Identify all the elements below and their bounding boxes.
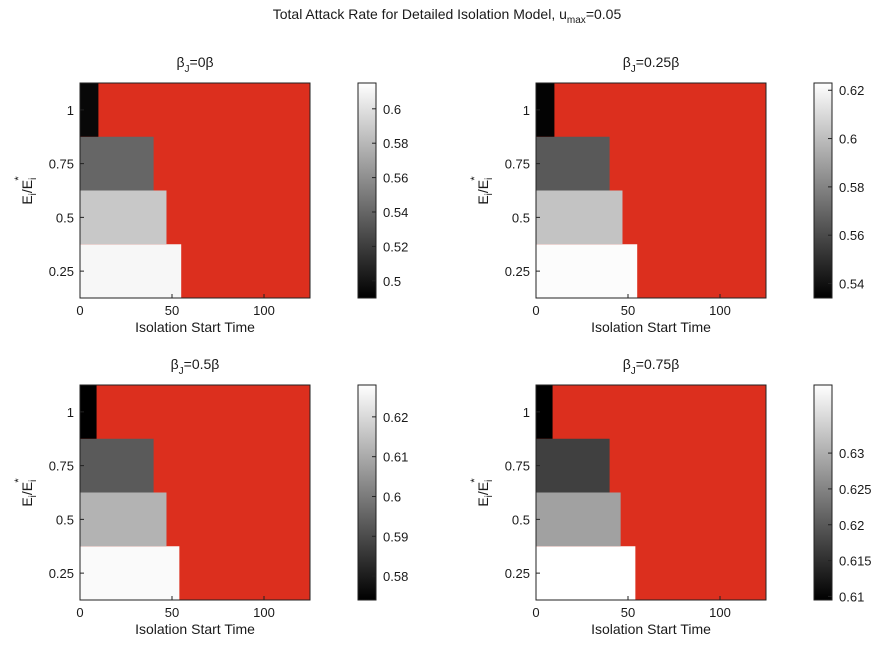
colorbar-tick-label: 0.615 — [839, 554, 872, 569]
colorbar-tick-label: 0.6 — [383, 489, 401, 504]
y-tick-label: 1 — [67, 103, 74, 118]
axes-frame — [535, 384, 767, 601]
heatmap-cell-0_75 — [536, 136, 610, 191]
colorbar-tick-label: 0.58 — [383, 569, 408, 584]
x-tick-label: 100 — [709, 303, 731, 318]
heatmap-cell-0_25 — [536, 244, 638, 298]
heatmap-cell-1 — [536, 83, 555, 137]
axes-frame — [535, 82, 767, 299]
y-tick-label: 0.5 — [56, 210, 74, 225]
y-tick-label: 0.75 — [505, 459, 530, 474]
figure-title: Total Attack Rate for Detailed Isolation… — [0, 6, 894, 26]
x-axis-label: Isolation Start Time — [591, 319, 711, 335]
chart-panel-4: 0 50 100 0.25 0.5 0.75 1 βJ=0.75β Isolation Star… — [469, 356, 872, 637]
colorbar-tick-label: 0.52 — [383, 239, 408, 254]
y-axis-label: Ei/Ei* — [13, 478, 39, 507]
colorbar — [813, 384, 833, 601]
y-tick-label: 0.75 — [49, 459, 74, 474]
x-tick-label: 50 — [165, 605, 179, 620]
figure-title-tail: =0.05 — [585, 6, 622, 22]
y-tick-label: 0.25 — [505, 566, 530, 581]
colorbar-tick-label: 0.54 — [383, 205, 408, 220]
colorbar — [813, 82, 833, 299]
heatmap-cell-0_5 — [80, 190, 167, 245]
colorbar-tick-label: 0.61 — [839, 589, 864, 604]
y-tick-label: 0.75 — [49, 157, 74, 172]
panel-title: βJ=0.5β — [171, 356, 220, 377]
colorbar-tick-label: 0.58 — [383, 136, 408, 151]
colorbar-tick-label: 0.5 — [383, 274, 401, 289]
colorbar-tick-label: 0.56 — [383, 171, 408, 186]
panel-title: βJ=0.25β — [623, 54, 680, 75]
colorbar-tick-label: 0.58 — [839, 180, 864, 195]
panel-title: βJ=0.75β — [623, 356, 680, 377]
heatmap-cell-0_5 — [536, 492, 621, 547]
y-tick-label: 0.25 — [49, 264, 74, 279]
chart-panel-2: 0 50 100 0.25 0.5 0.75 1 βJ=0.25β Isolation Star… — [469, 54, 864, 335]
x-tick-label: 0 — [532, 605, 539, 620]
heatmap-cell-1 — [80, 385, 97, 439]
x-tick-label: 0 — [532, 303, 539, 318]
y-tick-label: 0.25 — [49, 566, 74, 581]
y-axis-label: Ei/Ei* — [469, 478, 495, 507]
x-tick-label: 0 — [76, 303, 83, 318]
figure-title-main: Total Attack Rate for Detailed Isolation… — [272, 6, 567, 22]
y-tick-label: 1 — [523, 405, 530, 420]
heatmap-cell-0_75 — [536, 438, 610, 493]
colorbar-tick-label: 0.56 — [839, 228, 864, 243]
y-axis-label: Ei/Ei* — [469, 176, 495, 205]
colorbar-tick-label: 0.61 — [383, 450, 408, 465]
heatmap-cell-0_25 — [80, 546, 180, 600]
x-tick-label: 100 — [253, 605, 275, 620]
axes-frame — [79, 82, 311, 299]
colorbar-tick-label: 0.54 — [839, 277, 864, 292]
y-axis-label: Ei/Ei* — [13, 176, 39, 205]
heatmap-cell-1 — [80, 83, 99, 137]
colorbar — [357, 384, 377, 601]
colorbar-tick-label: 0.625 — [839, 482, 872, 497]
heatmap-cell-0_5 — [80, 492, 167, 547]
chart-panel-1: 0 50 100 0.25 0.5 0.75 1 βJ=0β Isolation Start T… — [13, 54, 408, 335]
x-tick-label: 100 — [253, 303, 275, 318]
colorbar-tick-label: 0.6 — [383, 102, 401, 117]
y-tick-label: 1 — [67, 405, 74, 420]
panel-title: βJ=0β — [176, 54, 213, 75]
heatmap-cell-0_25 — [80, 244, 182, 298]
heatmap-cell-0_75 — [80, 136, 154, 191]
heatmap-cell-1 — [536, 385, 553, 439]
heatmap-cell-0_5 — [536, 190, 623, 245]
y-tick-label: 0.75 — [505, 157, 530, 172]
x-tick-label: 50 — [621, 605, 635, 620]
colorbar — [357, 82, 377, 299]
x-tick-label: 0 — [76, 605, 83, 620]
x-tick-label: 50 — [621, 303, 635, 318]
figure-title-subscript: max — [566, 14, 586, 26]
colorbar-tick-label: 0.59 — [383, 529, 408, 544]
colorbar-tick-label: 0.62 — [839, 83, 864, 98]
colorbar-tick-label: 0.6 — [839, 132, 857, 147]
chart-panel-3: 0 50 100 0.25 0.5 0.75 1 βJ=0.5β Isolation Start… — [13, 356, 408, 637]
x-axis-label: Isolation Start Time — [135, 621, 255, 637]
y-tick-label: 0.5 — [56, 512, 74, 527]
x-tick-label: 50 — [165, 303, 179, 318]
colorbar-tick-label: 0.62 — [383, 410, 408, 425]
colorbar-tick-label: 0.62 — [839, 518, 864, 533]
y-tick-label: 1 — [523, 103, 530, 118]
y-tick-label: 0.5 — [512, 210, 530, 225]
axes-frame — [79, 384, 311, 601]
heatmap-cell-0_75 — [80, 438, 154, 493]
x-axis-label: Isolation Start Time — [135, 319, 255, 335]
colorbar-tick-label: 0.63 — [839, 446, 864, 461]
y-tick-label: 0.5 — [512, 512, 530, 527]
heatmap-cell-0_25 — [536, 546, 636, 600]
y-tick-label: 0.25 — [505, 264, 530, 279]
x-axis-label: Isolation Start Time — [591, 621, 711, 637]
x-tick-label: 100 — [709, 605, 731, 620]
